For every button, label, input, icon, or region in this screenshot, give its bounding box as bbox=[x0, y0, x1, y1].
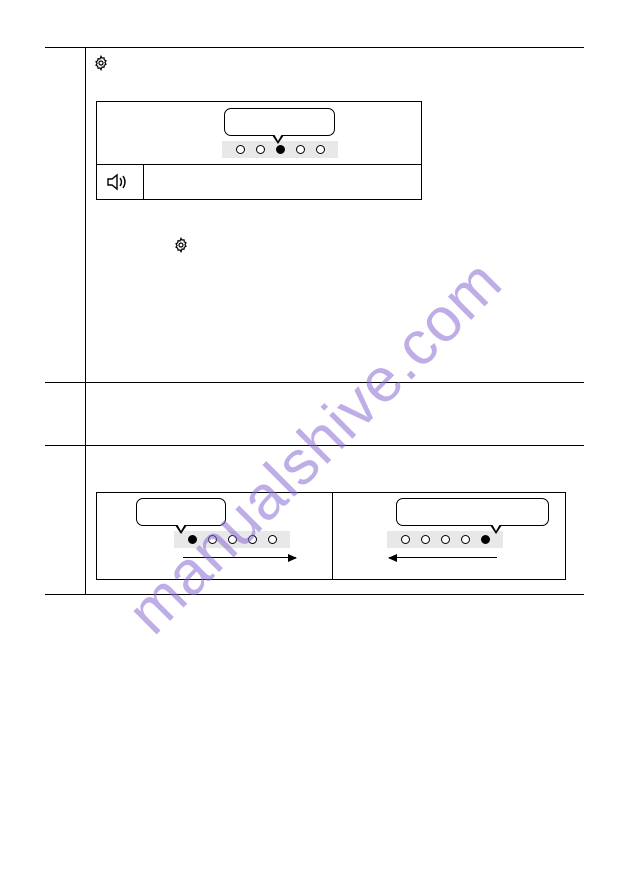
diagram-2-right-arrow bbox=[389, 557, 497, 558]
diagram-1-vdiv bbox=[143, 164, 144, 199]
dot bbox=[461, 535, 470, 544]
diagram-1-pointer bbox=[272, 135, 284, 144]
gear-icon bbox=[93, 55, 109, 76]
diagram-2-left-dots bbox=[174, 531, 290, 548]
watermark: manualshive.com bbox=[114, 246, 516, 648]
diagram-2-left-pointer bbox=[175, 525, 187, 534]
rule-2 bbox=[45, 382, 584, 383]
diagram-2-vdiv bbox=[332, 493, 333, 579]
rule-3 bbox=[45, 445, 584, 446]
dot bbox=[421, 535, 430, 544]
page: manualshive.com bbox=[0, 0, 629, 893]
dot bbox=[256, 145, 265, 154]
dot bbox=[401, 535, 410, 544]
dot bbox=[296, 145, 305, 154]
rule-4 bbox=[45, 594, 584, 595]
dot-filled bbox=[276, 145, 285, 154]
dot bbox=[236, 145, 245, 154]
diagram-1-bubble bbox=[224, 108, 335, 136]
dot bbox=[441, 535, 450, 544]
diagram-2-right-bubble bbox=[396, 498, 549, 526]
speaker-icon bbox=[106, 172, 130, 197]
diagram-2-right-dots bbox=[387, 531, 503, 548]
dot-filled bbox=[188, 535, 197, 544]
diagram-1-hdiv bbox=[97, 164, 421, 165]
diagram-2-right-pointer bbox=[490, 525, 502, 534]
dot bbox=[228, 535, 237, 544]
dot bbox=[248, 535, 257, 544]
diagram-2-left-arrow bbox=[183, 557, 296, 558]
dot bbox=[268, 535, 277, 544]
dot-filled bbox=[481, 535, 490, 544]
gear-icon-2 bbox=[173, 237, 189, 258]
dot bbox=[316, 145, 325, 154]
column-divider bbox=[85, 47, 86, 594]
diagram-2-left-bubble bbox=[136, 498, 226, 526]
dot bbox=[208, 535, 217, 544]
rule-top bbox=[45, 47, 584, 48]
